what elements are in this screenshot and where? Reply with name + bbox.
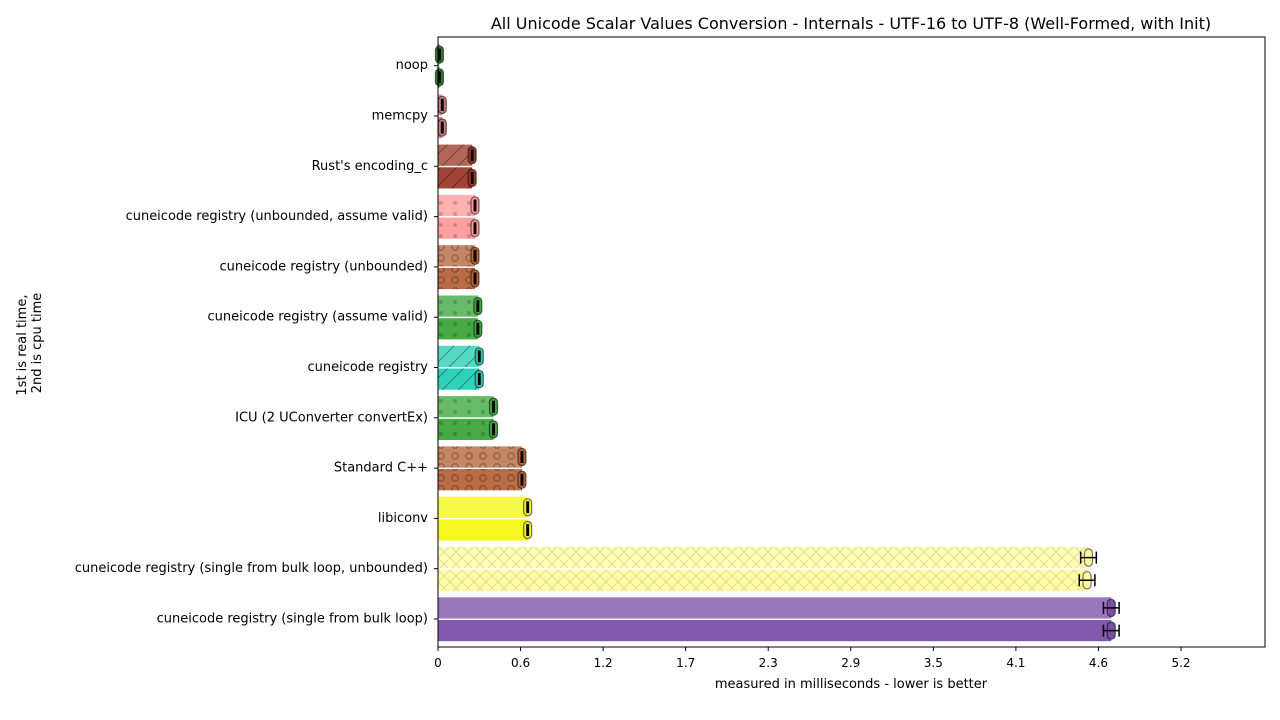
error-bar-7-0 [492,400,495,413]
error-bar-2-1 [470,171,474,184]
y-axis-label: 1st is real time, 2nd is cpu time [15,290,45,395]
category-label: noop [396,58,428,73]
x-tick-label: 1.2 [594,656,613,670]
error-bar-5-0 [476,300,480,313]
y-axis-label-line2: 2nd is cpu time [30,293,45,394]
error-bar-10-0 [1079,551,1098,564]
error-bar-1-1 [440,121,444,134]
error-bar-11-1 [1102,624,1120,637]
bar-hatch-6-1 [438,368,480,390]
category-label: cuneicode registry (assume valid) [207,310,428,325]
error-bar-7-1 [492,423,495,436]
bar-hatch-5-0 [438,295,478,317]
bars-layer [434,44,1120,642]
bar-hatch-10-0 [438,547,1089,569]
error-bar-5-1 [476,322,480,335]
category-label: cuneicode registry (unbounded, assume va… [126,209,428,224]
x-tick-label: 5.2 [1171,656,1190,670]
x-axis-label: measured in milliseconds - lower is bett… [715,677,988,692]
error-bar-0-0 [437,48,441,61]
x-tick-label: 2.3 [759,656,778,670]
bar-hatch-6-0 [438,345,480,367]
bar-hatch-7-1 [438,418,494,440]
category-label: Standard C++ [334,461,428,476]
y-axis-label-line1: 1st is real time, [15,295,30,396]
x-tick-label: 3.5 [924,656,943,670]
error-bar-8-0 [520,451,524,463]
error-bar-8-1 [520,473,524,486]
error-bar-9-1 [526,524,530,536]
bar-hatch-8-1 [438,469,522,491]
bar-hatch-10-1 [438,569,1088,591]
chart-title: All Unicode Scalar Values Conversion - I… [491,14,1211,33]
x-ticks: 0 0.6 1.2 1.7 2.3 2.9 3.5 4.1 4.6 5.2 [434,647,1191,670]
bar-hatch-3-1 [438,217,476,239]
error-bar-1-0 [440,98,444,111]
x-tick-label: 1.7 [676,656,695,670]
x-tick-label: 4.6 [1089,656,1108,670]
error-bar-6-0 [477,350,481,363]
error-bar-2-0 [470,149,474,162]
bar-hatch-5-1 [438,318,478,340]
x-tick-label: 0.6 [511,656,530,670]
error-bar-4-0 [473,249,477,262]
category-label: libiconv [378,511,428,526]
error-bar-4-1 [473,272,477,285]
bar-hatch-2-0 [438,144,473,166]
category-label: ICU (2 UConverter convertEx) [235,410,428,425]
error-bar-3-0 [473,199,477,212]
plot-frame [437,36,1266,648]
error-bar-10-1 [1078,574,1096,587]
category-label: cuneicode registry (unbounded) [220,259,429,274]
category-label: cuneicode registry (single from bulk loo… [157,612,428,627]
x-tick-label: 2.9 [841,656,860,670]
bar-9-real [438,496,528,518]
bar-hatch-8-0 [438,446,522,468]
category-labels: noop memcpy Rust's encoding_c cuneicode reg… [75,58,438,627]
bar-hatch-7-0 [438,396,494,418]
bar-9-cpu [438,519,528,541]
category-label: cuneicode registry (single from bulk loo… [75,561,428,576]
bar-11-cpu [438,620,1112,642]
bar-hatch-4-0 [438,245,476,267]
bar-hatch-4-1 [438,267,476,290]
error-bar-0-1 [437,71,441,84]
category-label: memcpy [372,109,429,124]
bar-hatch-2-1 [438,167,473,189]
category-label: Rust's encoding_c [312,159,428,174]
bar-hatch-3-0 [438,194,476,217]
bar-11-real [438,597,1112,619]
category-label: cuneicode registry [307,360,428,375]
x-tick-label: 0 [434,656,442,670]
error-bar-11-0 [1102,601,1120,614]
error-bar-3-1 [473,222,477,235]
error-bar-9-0 [526,501,530,514]
x-tick-label: 4.1 [1006,656,1025,670]
error-bar-6-1 [477,373,481,386]
